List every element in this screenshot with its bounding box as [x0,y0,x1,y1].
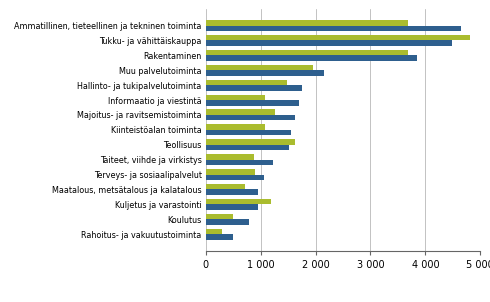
Bar [206,229,221,234]
Bar [206,109,275,115]
Bar [206,154,253,160]
Bar [206,234,233,240]
Bar [206,189,259,195]
Bar [206,115,294,120]
Legend: Aloittaneet yritykset, Lopettaneet yritykset: Aloittaneet yritykset, Lopettaneet yrity… [219,300,467,302]
Bar [206,55,417,61]
Bar [206,70,324,76]
Bar [206,160,273,165]
Bar [206,139,294,145]
Bar [206,204,258,210]
Bar [206,80,287,85]
Bar [206,100,299,106]
Bar [206,184,245,189]
Bar [206,130,292,135]
Bar [206,26,461,31]
Bar [206,20,408,26]
Bar [206,124,265,130]
Bar [206,65,313,70]
Bar [206,35,470,40]
Bar [206,145,289,150]
Bar [206,199,270,204]
Bar [206,214,233,219]
Bar [206,175,264,180]
Bar [206,219,249,225]
Bar [206,95,265,100]
Bar [206,40,452,46]
Bar [206,50,408,55]
Bar [206,85,302,91]
Bar [206,169,255,175]
